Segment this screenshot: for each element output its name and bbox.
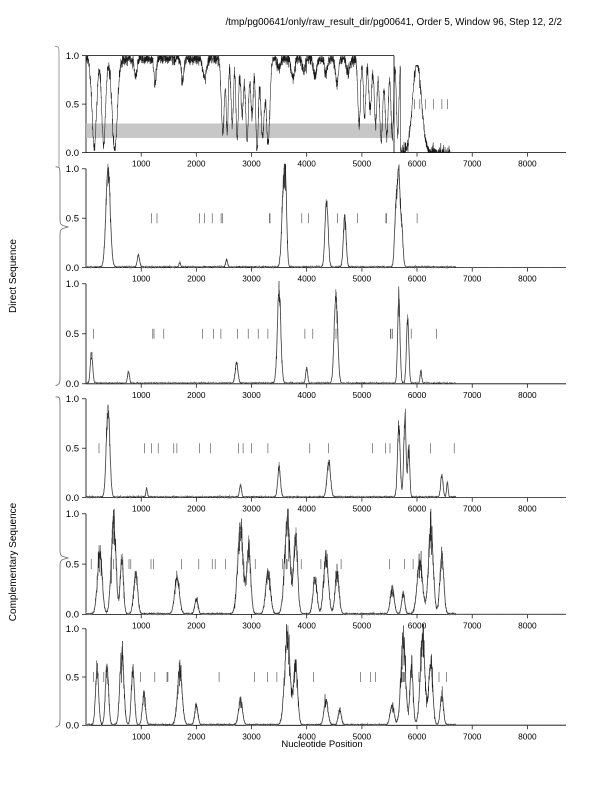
svg-text:7000: 7000 [463,274,482,284]
svg-text:0.0: 0.0 [66,493,79,504]
svg-text:0.5: 0.5 [66,559,79,570]
svg-text:0.0: 0.0 [66,610,79,621]
svg-text:4000: 4000 [297,274,316,284]
svg-text:2000: 2000 [187,390,206,400]
svg-text:2000: 2000 [187,504,206,514]
svg-text:3000: 3000 [242,620,261,630]
svg-text:8000: 8000 [518,159,537,169]
svg-text:3000: 3000 [242,731,261,741]
svg-text:1.0: 1.0 [66,164,79,175]
svg-text:6000: 6000 [408,504,427,514]
svg-text:1000: 1000 [132,731,151,741]
svg-text:0.5: 0.5 [66,214,79,225]
svg-text:6000: 6000 [408,731,427,741]
svg-text:8000: 8000 [518,731,537,741]
svg-text:7000: 7000 [463,731,482,741]
svg-text:3000: 3000 [242,390,261,400]
svg-text:2000: 2000 [187,274,206,284]
svg-text:2000: 2000 [187,159,206,169]
svg-text:1000: 1000 [132,159,151,169]
svg-text:0.5: 0.5 [66,444,79,455]
svg-text:8000: 8000 [518,390,537,400]
svg-text:5000: 5000 [353,274,372,284]
svg-text:3000: 3000 [242,274,261,284]
svg-text:1.0: 1.0 [66,279,79,290]
svg-text:1.0: 1.0 [66,394,79,405]
svg-text:0.0: 0.0 [66,721,79,732]
svg-text:0.0: 0.0 [66,379,79,390]
svg-text:8000: 8000 [518,504,537,514]
svg-text:0.0: 0.0 [66,263,79,274]
svg-text:7000: 7000 [463,620,482,630]
svg-text:8000: 8000 [518,274,537,284]
svg-text:7000: 7000 [463,504,482,514]
svg-text:0.5: 0.5 [66,672,79,683]
svg-text:3000: 3000 [242,504,261,514]
svg-text:4000: 4000 [297,390,316,400]
svg-text:6000: 6000 [408,159,427,169]
svg-text:7000: 7000 [463,159,482,169]
svg-text:5000: 5000 [353,620,372,630]
svg-text:1000: 1000 [132,504,151,514]
svg-text:0.0: 0.0 [66,148,79,159]
svg-text:1.0: 1.0 [66,509,79,520]
svg-text:8000: 8000 [518,620,537,630]
svg-text:5000: 5000 [353,504,372,514]
svg-text:5000: 5000 [353,159,372,169]
svg-text:6000: 6000 [408,390,427,400]
svg-text:4000: 4000 [297,504,316,514]
svg-text:5000: 5000 [353,390,372,400]
svg-text:2000: 2000 [187,620,206,630]
svg-text:0.5: 0.5 [66,329,79,340]
svg-text:6000: 6000 [408,620,427,630]
svg-text:1000: 1000 [132,274,151,284]
svg-text:0.5: 0.5 [66,99,79,110]
svg-text:2000: 2000 [187,731,206,741]
svg-text:6000: 6000 [408,274,427,284]
svg-text:4000: 4000 [297,731,316,741]
svg-text:4000: 4000 [297,159,316,169]
svg-text:3000: 3000 [242,159,261,169]
svg-text:1.0: 1.0 [66,624,79,635]
svg-text:1000: 1000 [132,390,151,400]
svg-text:1.0: 1.0 [66,51,79,62]
svg-text:4000: 4000 [297,620,316,630]
svg-text:7000: 7000 [463,390,482,400]
svg-text:5000: 5000 [353,731,372,741]
svg-text:1000: 1000 [132,620,151,630]
